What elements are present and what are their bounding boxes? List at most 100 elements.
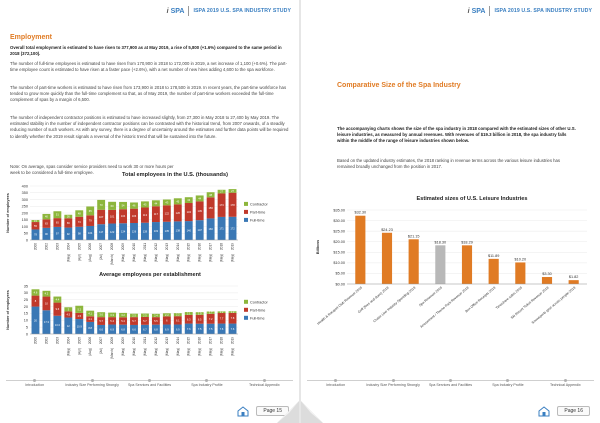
bar-segment-contractor [206,311,215,314]
data-label: $10.20 [515,257,527,261]
bar-segment-part-time [184,314,193,324]
x-tick-label: 2017 [209,337,213,344]
data-label: $32.30 [355,211,367,215]
nav-introduction[interactable]: Introduction [6,378,63,387]
bar-segment-part-time [86,215,95,226]
legend-label: Part-time [250,308,265,312]
y-tick-label: 5 [26,325,28,329]
bar [355,215,366,284]
bar-segment-full-time [53,226,62,240]
bar-segment-part-time [42,296,51,311]
y-tick-label: 50 [24,232,28,236]
data-label: 73 [100,203,103,207]
data-label: 1.2 [231,310,235,314]
nav-spa-profile[interactable]: Spa Industry Profile [479,378,536,387]
x-tick-label: 2005 [77,243,81,250]
data-label: 101 [110,215,115,219]
y-tick-label: 25 [24,298,28,302]
data-label: 4.1 [88,311,92,315]
data-label: 107 [99,215,104,219]
bar-segment-full-time [217,323,226,334]
bar-segment-full-time [64,227,73,240]
bar-segment-full-time [86,225,95,240]
x-tick-label: 2002 [44,243,48,250]
y-axis-label: Number of employees [6,193,10,233]
bar [568,280,579,284]
x-tick-sublabel: (Jul) [99,254,103,260]
ispa-logo: i SPA [167,8,185,15]
nav-introduction[interactable]: Introduction [307,378,364,387]
y-tick-label: 150 [22,218,28,222]
nav-industry-size[interactable]: Industry Size Performing Strongly [366,378,420,387]
data-label: 104 [88,231,93,235]
page-curl-icon[interactable] [301,401,325,423]
x-tick-sublabel: (May) [231,254,235,262]
data-label: 113 [143,213,148,217]
data-label: 3.6 [99,313,103,317]
x-tick-label: 2014 [176,243,180,250]
bar-segment-part-time [53,218,62,227]
x-tick-label: 2000 [33,243,37,250]
data-label: 147 [198,228,203,232]
data-label: $21.15 [408,234,420,238]
nav-spa-services[interactable]: Spa Services and Facilities [422,378,479,387]
page-header: i SPA ISPA 2019 U.S. SPA INDUSTRY STUDY [468,0,600,22]
bar-segment-part-time [228,312,237,324]
data-label: 7.5 [198,327,202,331]
nav-technical-appendix[interactable]: Technical Appendix [537,378,594,387]
data-label: 45 [176,199,179,203]
study-title: ISPA 2019 U.S. SPA INDUSTRY STUDY [193,8,291,14]
y-tick-label: $10.00 [333,261,345,265]
bar-segment-contractor [151,313,160,318]
x-tick-sublabel: (May) [121,348,125,356]
data-label: 6.8 [154,327,158,331]
section-title: Comparative Size of the Spa Industry [337,82,461,89]
y-tick-label: 250 [22,205,28,209]
data-label: 63 [45,222,48,226]
data-label: 5.4 [121,319,125,323]
data-label: 40 [45,215,48,219]
data-label: 135 [165,229,170,233]
data-label: 79 [89,219,92,223]
data-label: $18.29 [461,240,473,244]
nav-technical-appendix[interactable]: Technical Appendix [236,378,293,387]
data-label: 133 [154,229,159,233]
y-axis-label: Number of employees [6,290,10,330]
bar-segment-contractor [31,289,40,296]
x-tick-label: 2004 [66,337,70,344]
data-label: 20 [34,318,37,322]
bar [435,245,446,284]
x-tick-sublabel: (Aug) [88,348,92,356]
nav-industry-size[interactable]: Industry Size Performing Strongly [65,378,119,387]
data-label: 46 [133,204,136,208]
y-tick-label: 200 [22,211,28,215]
y-tick-label: 100 [22,225,28,229]
bar-segment-part-time [162,205,171,222]
data-label: 4.6 [34,290,38,294]
bar-segment-full-time [184,323,193,334]
bar-segment-full-time [97,324,106,334]
nav-spa-services[interactable]: Spa Services and Facilities [121,378,178,387]
bar-segment-full-time [42,227,51,240]
legend-swatch [244,209,248,214]
page-footer: Page 16 [537,405,590,417]
nav-spa-profile[interactable]: Spa Industry Profile [178,378,235,387]
page-curl-icon[interactable] [275,401,299,423]
bar-segment-contractor [64,214,73,219]
data-label: 5.5 [154,319,158,323]
bar-segment-full-time [228,323,237,334]
bar-segment-part-time [130,208,138,223]
x-tick-sublabel: (May) [66,254,70,262]
bar-segment-contractor [206,192,215,198]
y-tick-label: 350 [22,191,28,195]
bar-segment-full-time [53,315,62,334]
x-tick-label: 2011 [143,243,147,250]
home-icon[interactable] [236,405,250,417]
y-tick-label: $35.00 [333,208,345,212]
bar-segment-part-time [119,317,127,325]
note-text: Note: On average, spas consider service … [10,164,174,176]
x-tick-label: 2007 [99,337,103,344]
bar-segment-part-time [75,216,84,227]
data-label: 15 [34,219,37,223]
home-icon[interactable] [537,405,551,417]
